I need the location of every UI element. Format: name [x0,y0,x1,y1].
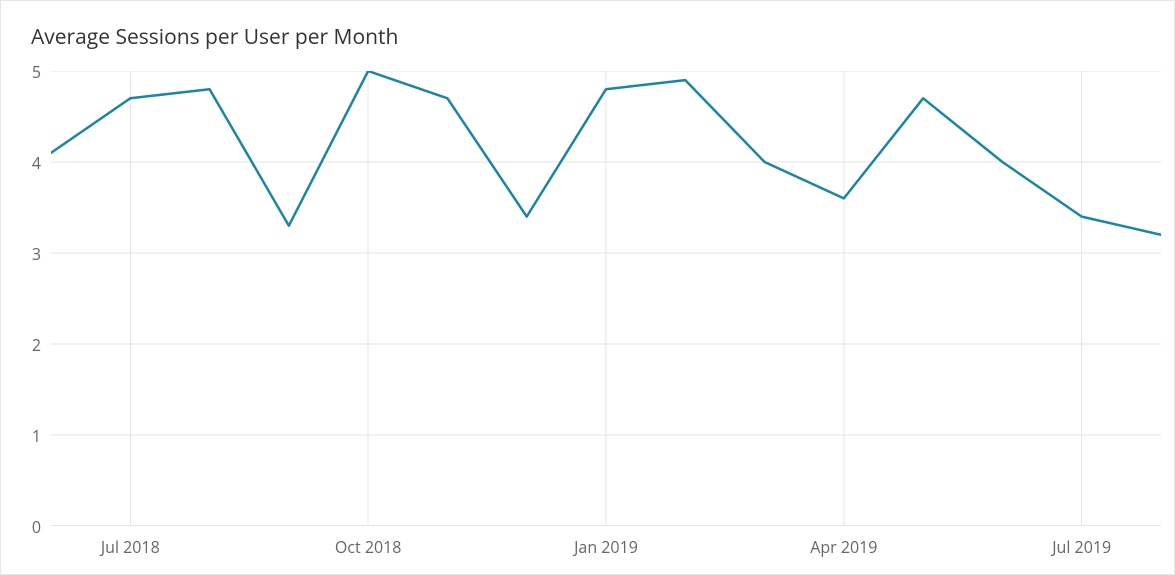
chart-plot-area [51,71,1161,526]
x-axis-label: Apr 2019 [810,536,877,558]
chart-title: Average Sessions per User per Month [31,23,398,51]
x-axis-label: Oct 2018 [335,536,402,558]
x-axis-label: Jul 2019 [1052,536,1111,558]
y-axis-label: 5 [32,61,41,83]
y-axis-label: 0 [32,516,41,538]
x-axis-label: Jan 2019 [574,536,638,558]
chart-container: Average Sessions per User per Month 0 1 2 3… [0,0,1175,575]
y-axis-label: 3 [32,243,41,265]
y-axis-label: 1 [32,425,41,447]
y-axis-label: 2 [32,334,41,356]
y-axis-label: 4 [32,152,41,174]
x-axis-label: Jul 2018 [101,536,160,558]
